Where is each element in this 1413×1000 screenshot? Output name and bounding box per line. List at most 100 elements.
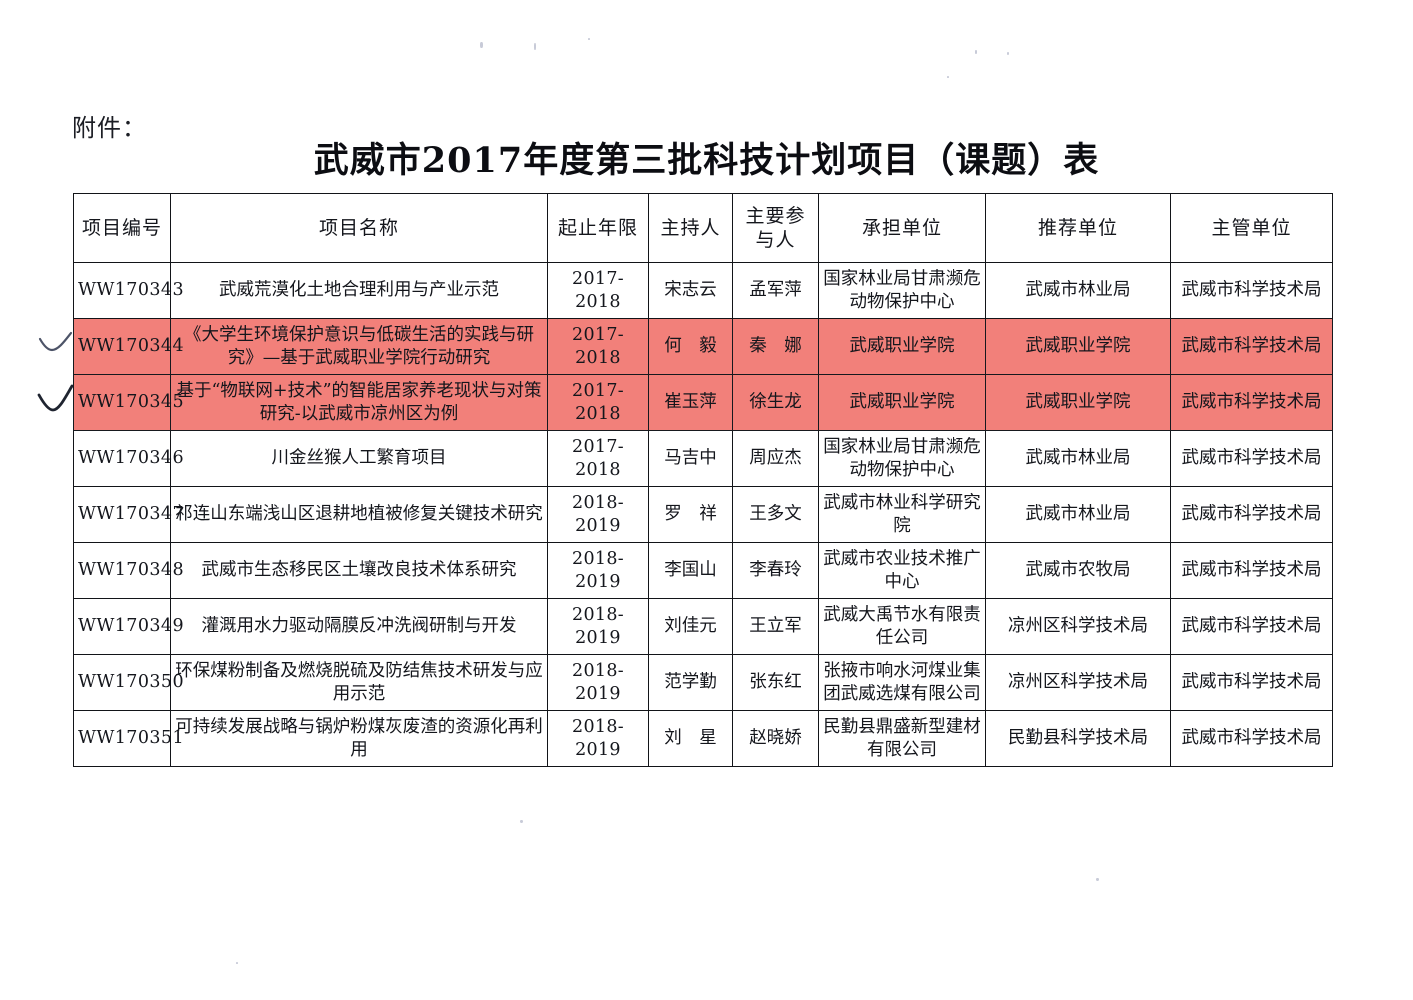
column-header-project-name: 项目名称 xyxy=(170,193,548,263)
table-row: WW170351 可持续发展战略与锅炉粉煤灰废渣的资源化再利用 2018-2019 刘… xyxy=(73,710,1333,767)
checkmark-ww170345-icon xyxy=(34,382,78,416)
row-cell-recommending-unit: 凉州区科学技术局 xyxy=(985,654,1171,711)
row-cell-leader: 宋志云 xyxy=(648,262,733,319)
column-header-code: 项目编号 xyxy=(73,193,171,263)
row-cell-supervising-unit: 武威市科学技术局 xyxy=(1170,430,1333,487)
row-cell-project-name: 川金丝猴人工繁育项目 xyxy=(170,430,548,487)
table-row: WW170343 武威荒漠化土地合理利用与产业示范 2017-2018 宋志云 孟军萍国… xyxy=(73,262,1333,319)
row-cell-code: WW170343 xyxy=(73,262,184,319)
row-cell-duration: 2018-2019 xyxy=(547,542,649,599)
row-cell-recommending-unit: 武威市林业局 xyxy=(985,262,1171,319)
row-cell-participant: 秦 娜 xyxy=(732,318,819,375)
row-cell-participant: 李春玲 xyxy=(732,542,819,599)
row-cell-recommending-unit: 武威职业学院 xyxy=(985,374,1171,431)
checkmark-ww170344-icon xyxy=(34,325,78,359)
scan-speckle xyxy=(588,38,590,40)
row-cell-recommending-unit: 武威职业学院 xyxy=(985,318,1171,375)
row-cell-leader: 何 毅 xyxy=(648,318,733,375)
row-cell-code: WW170346 xyxy=(73,430,184,487)
scan-speckle xyxy=(975,50,977,54)
row-cell-undertaking-unit: 武威市林业科学研究院 xyxy=(818,486,986,543)
row-cell-duration: 2018-2019 xyxy=(547,710,649,767)
row-cell-project-name: 灌溉用水力驱动隔膜反冲洗阀研制与开发 xyxy=(170,598,548,655)
row-cell-undertaking-unit: 武威市农业技术推广中心 xyxy=(818,542,986,599)
row-cell-code: WW170344 xyxy=(73,318,184,375)
row-cell-recommending-unit: 武威市林业局 xyxy=(985,430,1171,487)
row-cell-participant: 周应杰 xyxy=(732,430,819,487)
row-cell-participant: 张东红 xyxy=(732,654,819,711)
table-header-row: 项目编号 项目名称 起止年限 主持人 主要参与人 承担单位 推荐单位 主管单位 xyxy=(73,193,1333,263)
row-cell-project-name: 基于“物联网+技术”的智能居家养老现状与对策研究-以武威市凉州区为例 xyxy=(170,374,548,431)
row-cell-duration: 2017-2018 xyxy=(547,318,649,375)
row-cell-supervising-unit: 武威市科学技术局 xyxy=(1170,374,1333,431)
column-header-recommending-unit: 推荐单位 xyxy=(985,193,1171,263)
scan-speckle xyxy=(236,962,238,964)
row-cell-supervising-unit: 武威市科学技术局 xyxy=(1170,318,1333,375)
row-cell-project-name: 可持续发展战略与锅炉粉煤灰废渣的资源化再利用 xyxy=(170,710,548,767)
row-cell-undertaking-unit: 武威大禹节水有限责任公司 xyxy=(818,598,986,655)
project-table-container: 项目编号 项目名称 起止年限 主持人 主要参与人 承担单位 推荐单位 主管单位 … xyxy=(73,193,1333,767)
row-cell-participant: 王多文 xyxy=(732,486,819,543)
row-cell-code: WW170348 xyxy=(73,542,184,599)
row-cell-participant: 孟军萍 xyxy=(732,262,819,319)
row-cell-duration: 2018-2019 xyxy=(547,486,649,543)
table-row: WW170348 武威市生态移民区土壤改良技术体系研究 2018-2019 李国山 李春… xyxy=(73,542,1333,599)
row-cell-supervising-unit: 武威市科学技术局 xyxy=(1170,598,1333,655)
row-cell-duration: 2017-2018 xyxy=(547,430,649,487)
table-row: WW170344 《大学生环境保护意识与低碳生活的实践与研究》—基于武威职业学院行… xyxy=(73,318,1333,375)
row-cell-duration: 2018-2019 xyxy=(547,654,649,711)
row-cell-recommending-unit: 武威市林业局 xyxy=(985,486,1171,543)
project-table: 项目编号 项目名称 起止年限 主持人 主要参与人 承担单位 推荐单位 主管单位 … xyxy=(73,193,1333,767)
row-cell-duration: 2017-2018 xyxy=(547,374,649,431)
row-cell-code: WW170347 xyxy=(73,486,184,543)
row-cell-supervising-unit: 武威市科学技术局 xyxy=(1170,262,1333,319)
row-cell-leader: 崔玉萍 xyxy=(648,374,733,431)
row-cell-undertaking-unit: 武威职业学院 xyxy=(818,318,986,375)
scan-speckle xyxy=(480,42,483,48)
row-cell-leader: 范学勤 xyxy=(648,654,733,711)
column-header-supervising-unit: 主管单位 xyxy=(1170,193,1333,263)
row-cell-recommending-unit: 凉州区科学技术局 xyxy=(985,598,1171,655)
column-header-undertaking-unit: 承担单位 xyxy=(818,193,986,263)
row-cell-undertaking-unit: 武威职业学院 xyxy=(818,374,986,431)
scan-speckle xyxy=(520,820,523,823)
row-cell-supervising-unit: 武威市科学技术局 xyxy=(1170,654,1333,711)
row-cell-supervising-unit: 武威市科学技术局 xyxy=(1170,486,1333,543)
row-cell-participant: 王立军 xyxy=(732,598,819,655)
column-header-duration: 起止年限 xyxy=(547,193,649,263)
row-cell-code: WW170350 xyxy=(73,654,184,711)
row-cell-duration: 2017-2018 xyxy=(547,262,649,319)
row-cell-undertaking-unit: 张掖市响水河煤业集团武威选煤有限公司 xyxy=(818,654,986,711)
column-header-participant: 主要参与人 xyxy=(732,193,819,263)
row-cell-undertaking-unit: 国家林业局甘肃濒危动物保护中心 xyxy=(818,262,986,319)
scan-speckle xyxy=(534,43,536,50)
attachment-label: 附件： xyxy=(72,114,147,142)
scan-speckle xyxy=(1007,52,1009,55)
row-cell-leader: 马吉中 xyxy=(648,430,733,487)
column-header-leader: 主持人 xyxy=(648,193,733,263)
row-cell-participant: 赵晓娇 xyxy=(732,710,819,767)
row-cell-recommending-unit: 民勤县科学技术局 xyxy=(985,710,1171,767)
row-cell-project-name: 武威市生态移民区土壤改良技术体系研究 xyxy=(170,542,548,599)
scan-speckle xyxy=(947,76,949,78)
table-body: WW170343 武威荒漠化土地合理利用与产业示范 2017-2018 宋志云 孟军萍国… xyxy=(73,262,1333,767)
row-cell-recommending-unit: 武威市农牧局 xyxy=(985,542,1171,599)
row-cell-code: WW170351 xyxy=(73,710,184,767)
row-cell-project-name: 祁连山东端浅山区退耕地植被修复关键技术研究 xyxy=(170,486,548,543)
row-cell-project-name: 武威荒漠化土地合理利用与产业示范 xyxy=(170,262,548,319)
table-row: WW170346 川金丝猴人工繁育项目 2017-2018 马吉中 周应杰 国家林业局甘肃… xyxy=(73,430,1333,487)
table-row: WW170347 祁连山东端浅山区退耕地植被修复关键技术研究 2018-2019 罗 … xyxy=(73,486,1333,543)
row-cell-undertaking-unit: 民勤县鼎盛新型建材有限公司 xyxy=(818,710,986,767)
row-cell-undertaking-unit: 国家林业局甘肃濒危动物保护中心 xyxy=(818,430,986,487)
table-row: WW170349 灌溉用水力驱动隔膜反冲洗阀研制与开发 2018-2019 刘佳元 王立… xyxy=(73,598,1333,655)
scan-speckle xyxy=(1096,878,1099,881)
page-title: 武威市2017年度第三批科技计划项目（课题）表 xyxy=(313,140,1100,181)
row-cell-duration: 2018-2019 xyxy=(547,598,649,655)
row-cell-leader: 李国山 xyxy=(648,542,733,599)
row-cell-project-name: 《大学生环境保护意识与低碳生活的实践与研究》—基于武威职业学院行动研究 xyxy=(170,318,548,375)
table-row: WW170350 环保煤粉制备及燃烧脱硫及防结焦技术研发与应用示范 2018-201… xyxy=(73,654,1333,711)
row-cell-code: WW170349 xyxy=(73,598,184,655)
row-cell-leader: 刘 星 xyxy=(648,710,733,767)
row-cell-participant: 徐生龙 xyxy=(732,374,819,431)
row-cell-project-name: 环保煤粉制备及燃烧脱硫及防结焦技术研发与应用示范 xyxy=(170,654,548,711)
